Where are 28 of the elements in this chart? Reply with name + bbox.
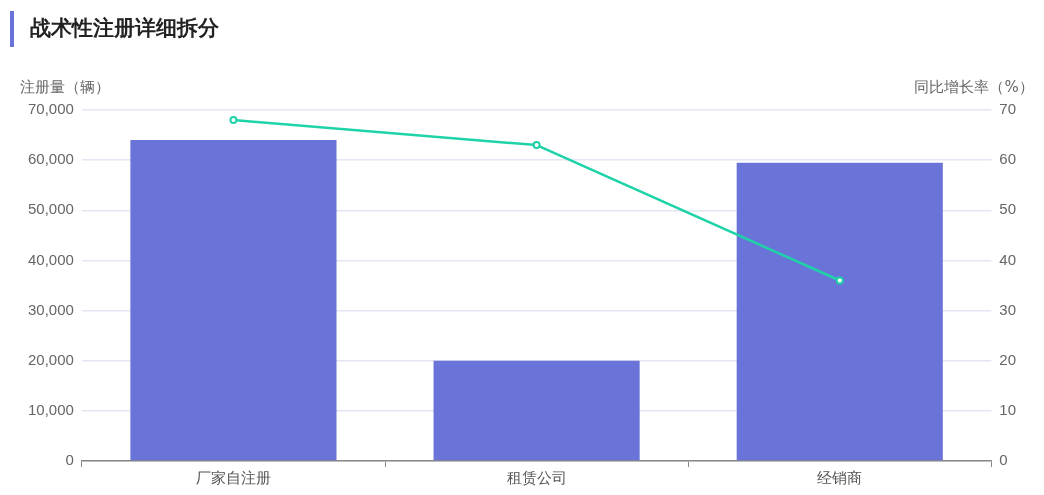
- y2-tick-label: 40: [999, 250, 1016, 268]
- bar: [130, 140, 337, 461]
- y2-tick-label: 0: [999, 451, 1008, 469]
- y2-tick-label: 70: [999, 100, 1016, 118]
- y-tick-label: 0: [65, 451, 74, 469]
- y2-tick-label: 20: [999, 350, 1016, 368]
- y2-tick-label: 10: [999, 401, 1016, 418]
- y-tick-label: 30,000: [27, 300, 74, 318]
- y-axis-title: 注册量（辆）: [20, 78, 110, 97]
- chart-title: 战术性注册详细拆分: [30, 15, 219, 42]
- y2-tick-label: 60: [999, 150, 1016, 168]
- y-tick-label: 40,000: [27, 250, 74, 268]
- point: [532, 141, 541, 150]
- y-tick-label: 20,000: [27, 350, 74, 368]
- point: [229, 116, 238, 125]
- y2-tick-label: 30: [999, 300, 1016, 318]
- bar: [433, 360, 640, 461]
- x-tick-label: 经销商: [817, 469, 863, 487]
- bar: [736, 162, 943, 461]
- y2-tick-label: 50: [999, 200, 1016, 218]
- y-tick-label: 70,000: [27, 100, 74, 118]
- y2-axis-title: 同比增长率（%）: [914, 78, 1034, 97]
- x-tick-label: 租赁公司: [506, 469, 567, 487]
- point: [835, 276, 844, 285]
- x-tick-label: 厂家自注册: [195, 469, 271, 487]
- y-tick-label: 60,000: [27, 150, 74, 168]
- y-tick-label: 50,000: [27, 200, 74, 218]
- y-tick-label: 10,000: [27, 401, 74, 418]
